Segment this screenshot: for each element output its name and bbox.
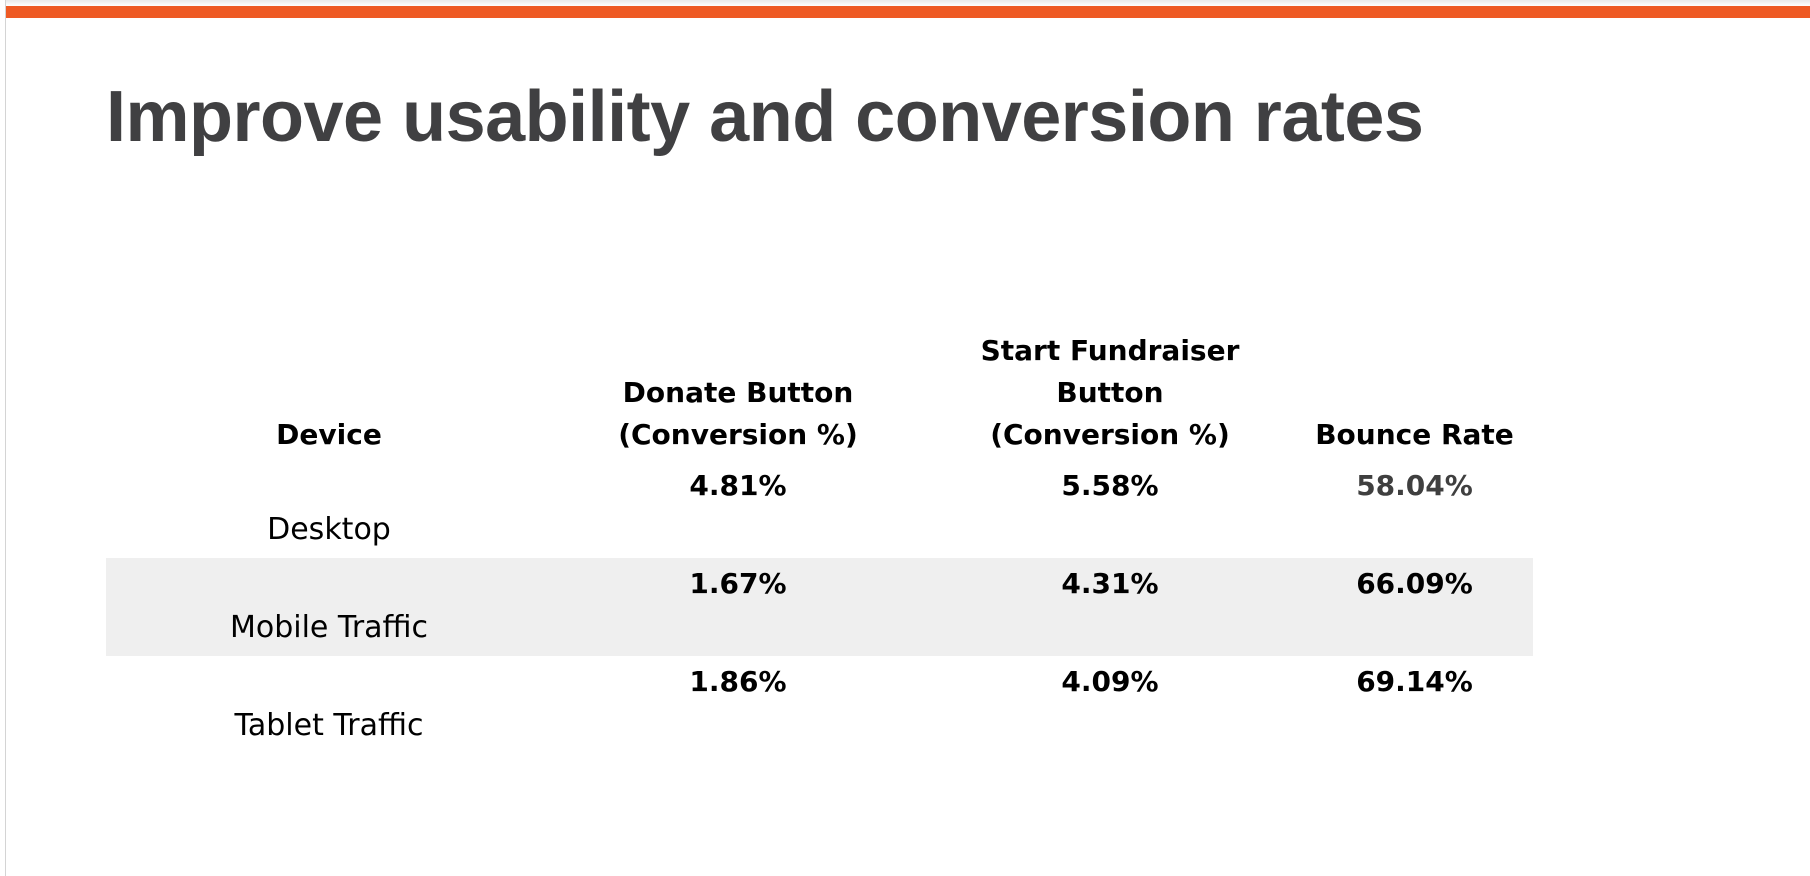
device-cell: Tablet Traffic bbox=[234, 708, 424, 743]
donate-conversion-cell: 4.81% bbox=[689, 469, 787, 502]
donate-conversion-cell: 1.67% bbox=[552, 558, 924, 656]
header-donate-line1: Donate Button bbox=[622, 376, 854, 409]
table-row: Tablet Traffic 1.86% 4.09% 69.14% bbox=[106, 656, 1533, 754]
bounce-rate-cell: 66.09% bbox=[1296, 558, 1533, 656]
fundraiser-conversion-cell: 5.58% bbox=[1061, 469, 1159, 502]
header-donate-button: Donate Button (Conversion %) bbox=[552, 330, 924, 460]
header-fund-line2: Button bbox=[1056, 376, 1164, 409]
donate-conversion-cell: 1.86% bbox=[689, 665, 787, 698]
header-start-fundraiser-button: Start Fundraiser Button (Conversion %) bbox=[924, 330, 1296, 460]
header-device: Device bbox=[106, 330, 552, 460]
bounce-rate-cell: 69.14% bbox=[1356, 665, 1473, 698]
table-header-row: Device Donate Button (Conversion %) Star… bbox=[106, 330, 1533, 460]
slide: Improve usability and conversion rates D… bbox=[5, 0, 1810, 876]
header-bounce-rate: Bounce Rate bbox=[1296, 330, 1533, 460]
page-title: Improve usability and conversion rates bbox=[106, 77, 1424, 157]
device-cell: Desktop bbox=[267, 512, 391, 547]
bounce-rate-cell: 58.04% bbox=[1356, 469, 1473, 502]
header-donate-line2: (Conversion %) bbox=[618, 418, 858, 451]
accent-bar bbox=[6, 6, 1810, 18]
fundraiser-conversion-cell: 4.09% bbox=[1061, 665, 1159, 698]
header-device-label: Device bbox=[276, 418, 382, 451]
device-cell: Mobile Traffic bbox=[106, 558, 552, 656]
conversion-table: Device Donate Button (Conversion %) Star… bbox=[106, 330, 1533, 754]
table-row: Mobile Traffic 1.67% 4.31% 66.09% bbox=[106, 558, 1533, 656]
header-bounce-label: Bounce Rate bbox=[1315, 418, 1514, 451]
table-row: Desktop 4.81% 5.58% 58.04% bbox=[106, 460, 1533, 558]
fundraiser-conversion-cell: 4.31% bbox=[924, 558, 1296, 656]
top-shadow bbox=[6, 0, 1810, 6]
header-fund-line3: (Conversion %) bbox=[990, 418, 1230, 451]
header-fund-line1: Start Fundraiser bbox=[980, 334, 1240, 367]
